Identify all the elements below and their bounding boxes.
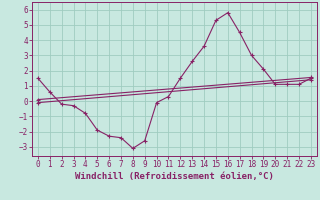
X-axis label: Windchill (Refroidissement éolien,°C): Windchill (Refroidissement éolien,°C) xyxy=(75,172,274,181)
